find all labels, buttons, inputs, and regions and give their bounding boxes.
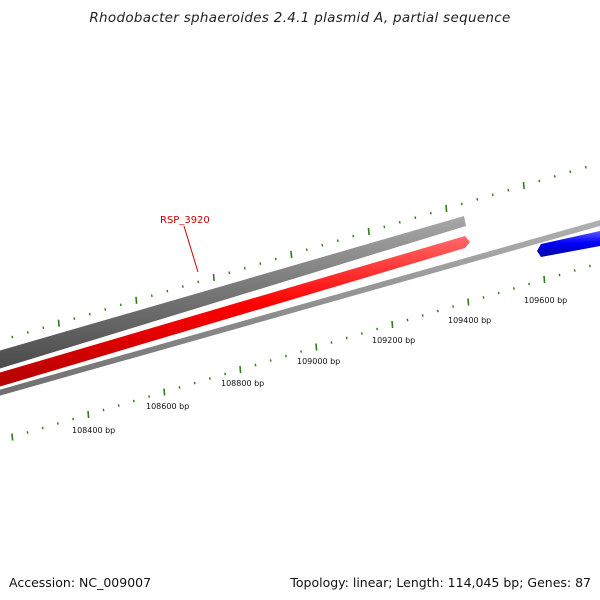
- tick-label: 109000 bp: [297, 357, 340, 366]
- minor-tick: [345, 336, 348, 340]
- minor-tick: [254, 363, 257, 367]
- minor-tick: [569, 170, 572, 174]
- minor-tick: [11, 335, 14, 339]
- minor-tick: [330, 341, 333, 344]
- minor-tick: [150, 294, 153, 298]
- minor-tick: [360, 332, 363, 335]
- major-tick: [239, 365, 242, 374]
- gene-track[interactable]: [0, 216, 466, 370]
- minor-tick: [166, 289, 169, 293]
- minor-tick: [421, 314, 424, 317]
- minor-tick: [56, 422, 59, 425]
- minor-tick: [208, 377, 211, 380]
- accession-text: Accession: NC_009007: [9, 575, 152, 590]
- minor-tick: [284, 354, 287, 358]
- tick-label: 108600 bp: [146, 402, 189, 411]
- minor-tick: [584, 165, 587, 169]
- minor-tick: [181, 285, 184, 288]
- minor-tick: [102, 408, 105, 412]
- major-tick: [163, 388, 166, 396]
- minor-tick: [274, 257, 277, 261]
- minor-tick: [538, 179, 541, 183]
- minor-tick: [558, 273, 561, 277]
- major-tick: [87, 410, 90, 419]
- minor-tick: [476, 198, 479, 201]
- major-tick: [290, 250, 293, 258]
- minor-tick: [383, 225, 386, 229]
- major-tick: [11, 433, 14, 441]
- gene-label-leader-line: [183, 225, 199, 273]
- minor-tick: [321, 243, 324, 247]
- minor-tick: [259, 262, 262, 265]
- minor-tick: [119, 303, 122, 307]
- minor-tick: [573, 269, 576, 272]
- map-title: Rhodobacter sphaeroides 2.4.1 plasmid A,…: [89, 10, 511, 26]
- minor-tick: [148, 395, 151, 398]
- major-tick: [212, 273, 215, 281]
- minor-tick: [507, 188, 510, 192]
- tick-label: 108400 bp: [72, 426, 115, 435]
- minor-tick: [588, 264, 591, 268]
- minor-tick: [491, 193, 494, 197]
- minor-tick: [406, 318, 409, 322]
- minor-tick: [512, 287, 515, 290]
- minor-tick: [197, 280, 200, 284]
- upper-tick-ruler: [11, 165, 587, 339]
- major-tick: [445, 204, 448, 213]
- minor-tick: [336, 239, 339, 243]
- minor-tick: [553, 175, 556, 178]
- tick-label: 109400 bp: [448, 316, 491, 325]
- minor-tick: [414, 216, 417, 220]
- cds-track[interactable]: [0, 236, 470, 388]
- minor-tick: [178, 386, 181, 389]
- minor-tick: [42, 326, 45, 330]
- minor-tick: [72, 417, 75, 421]
- reverse-gene-track[interactable]: [537, 231, 600, 257]
- minor-tick: [73, 317, 76, 320]
- minor-tick: [132, 399, 135, 403]
- major-tick: [391, 320, 394, 329]
- minor-tick: [88, 312, 91, 316]
- tick-label: 108800 bp: [221, 379, 264, 388]
- major-tick: [367, 227, 370, 236]
- minor-tick: [104, 308, 107, 311]
- sequence-axis: [0, 220, 600, 396]
- minor-tick: [300, 350, 303, 353]
- major-tick: [315, 343, 318, 351]
- major-tick: [135, 296, 138, 304]
- major-tick: [543, 275, 546, 284]
- minor-tick: [398, 220, 401, 224]
- minor-tick: [117, 404, 120, 407]
- tick-label: 109200 bp: [372, 336, 415, 345]
- minor-tick: [305, 248, 308, 252]
- minor-tick: [376, 327, 379, 331]
- minor-tick: [41, 426, 44, 430]
- minor-tick: [352, 234, 355, 238]
- minor-tick: [228, 271, 231, 275]
- minor-tick: [26, 431, 29, 434]
- minor-tick: [436, 309, 439, 313]
- minor-tick: [452, 305, 455, 308]
- minor-tick: [497, 291, 500, 295]
- major-tick: [467, 298, 470, 306]
- lower-tick-ruler: 108400 bp 108600 bp 108800 bp 109000 bp 1092…: [11, 264, 591, 441]
- minor-tick: [429, 211, 432, 215]
- major-tick: [57, 319, 60, 327]
- minor-tick: [26, 331, 29, 334]
- minor-tick: [460, 202, 463, 206]
- tick-label: 109600 bp: [524, 296, 567, 305]
- major-tick: [522, 182, 525, 190]
- minor-tick: [528, 282, 531, 286]
- topology-summary-text: Topology: linear; Length: 114,045 bp; Ge…: [290, 575, 591, 590]
- minor-tick: [243, 266, 246, 270]
- minor-tick: [269, 359, 272, 362]
- minor-tick: [193, 381, 196, 385]
- minor-tick: [482, 296, 485, 299]
- gene-label-rsp-3920[interactable]: RSP_3920: [160, 215, 210, 226]
- minor-tick: [224, 372, 227, 376]
